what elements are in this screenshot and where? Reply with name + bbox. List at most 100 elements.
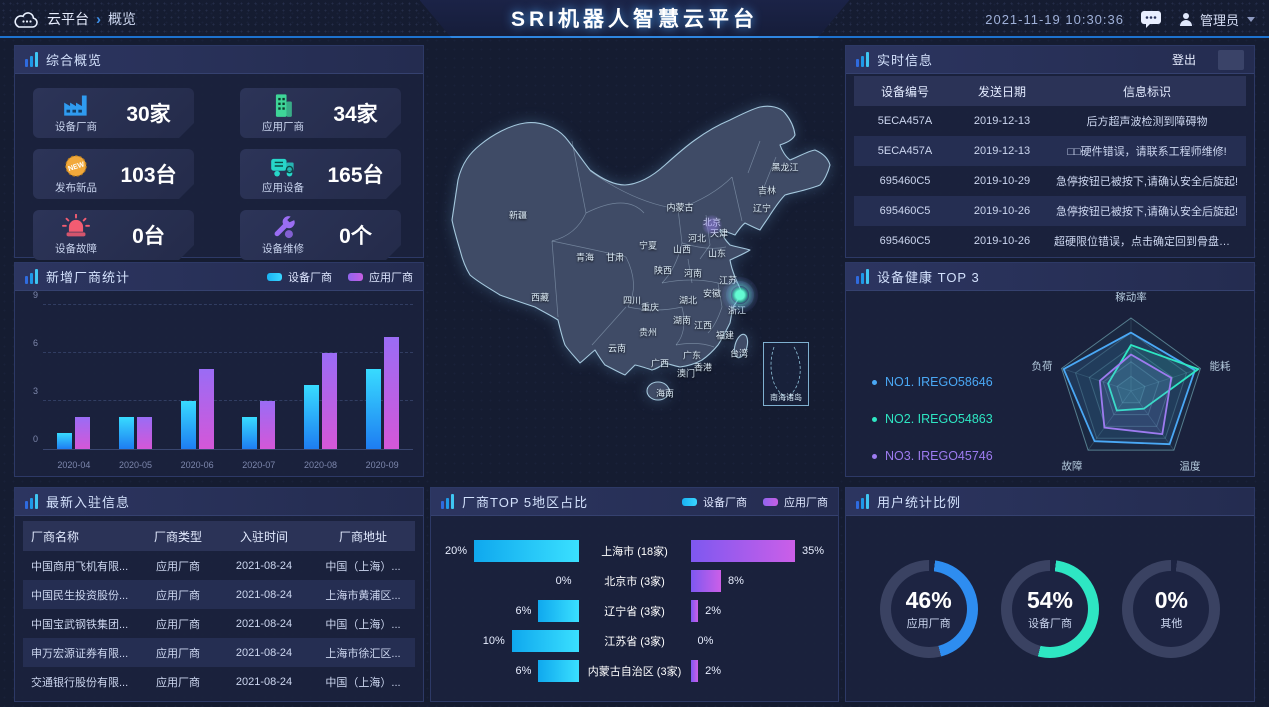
bar-groups (43, 305, 413, 449)
panel-region-top5-header: 厂商TOP 5地区占比 设备厂商 应用厂商 (431, 488, 838, 516)
header-action-box[interactable] (1218, 49, 1244, 70)
user-menu[interactable]: 管理员 (1178, 10, 1255, 29)
table-row: 申万宏源证券有限... 应用厂商 2021-08-24 上海市徐汇区... (23, 638, 415, 667)
panel-vendor-chart-title: 新增厂商统计 (46, 270, 131, 285)
datetime-display: 2021-11-19 10:30:36 (985, 11, 1124, 27)
left-bar-cell: 0% (445, 570, 579, 592)
table-row: 695460C5 2019-10-26 超硬限位错误，点击确定回到骨盘高度! (854, 226, 1246, 256)
bar-应用厂商[interactable] (136, 417, 152, 449)
bar-设备厂商[interactable] (538, 600, 579, 622)
right-value-label: 2% (705, 665, 722, 677)
overview-stats: 设备厂商 30家 应用厂商 34家 NEW 发布新品 103台 应用设备 165台 设备故障 0台设… (15, 74, 423, 257)
bar-应用厂商[interactable] (321, 353, 337, 449)
table-row: 5ECA457A 2019-12-13 后方超声波检测到障碍物 (854, 106, 1246, 136)
legend-item-app-vendor[interactable]: 应用厂商 (763, 494, 828, 510)
region-top5-legend: 设备厂商 应用厂商 (682, 494, 828, 510)
legend-item-device-vendor[interactable]: 设备厂商 (682, 494, 747, 510)
table-cell: 中国（上海）... (325, 676, 401, 689)
left-value-label: 20% (445, 545, 468, 557)
bar-设备厂商[interactable] (303, 385, 319, 449)
radar-legend-label: NO2. IREGO54863 (885, 412, 993, 426)
radar-legend-item[interactable]: NO3. IREGO45746 (872, 449, 993, 463)
donut-设备厂商: 54% 设备厂商 (1000, 559, 1099, 658)
x-axis-label: 2020-09 (365, 460, 399, 470)
legend-swatch (267, 272, 282, 281)
page-title: SRI机器人智慧云平台 (510, 8, 758, 31)
panel-device-health-header: 设备健康 TOP 3 (846, 263, 1254, 291)
table-cell: 超硬限位错误，点击确定回到骨盘高度! (1054, 236, 1245, 248)
region-label: 北京市 (3家) (604, 576, 665, 588)
bar-应用厂商[interactable] (690, 660, 699, 682)
bar-group (242, 305, 276, 449)
table-cell: 应用厂商 (156, 589, 200, 602)
stat-card[interactable]: 应用厂商 34家 (240, 88, 401, 138)
user-name: 管理员 (1199, 12, 1239, 28)
bar-设备厂商[interactable] (180, 401, 196, 449)
stat-card[interactable]: 设备维修 0个 (240, 210, 401, 260)
stat-card[interactable]: 设备故障 0台 (33, 210, 194, 260)
right-value-label: 2% (705, 605, 722, 617)
table-cell: 695460C5 (879, 235, 931, 247)
table-cell: 2021-08-24 (235, 646, 293, 659)
bar-应用厂商[interactable] (383, 337, 399, 449)
left-value-label: 6% (515, 665, 532, 677)
breadcrumb-page[interactable]: 概览 (108, 11, 136, 27)
bar-应用厂商[interactable] (198, 369, 214, 449)
stat-label: 设备维修 (262, 243, 304, 255)
radar-legend-item[interactable]: NO2. IREGO54863 (872, 412, 993, 426)
panel-bars-icon (25, 269, 38, 284)
stat-value: 0个 (339, 225, 372, 248)
bar-设备厂商[interactable] (242, 417, 258, 449)
map-marker-shanghai[interactable] (731, 286, 749, 304)
breadcrumb-app[interactable]: 云平台 (47, 11, 89, 27)
stat-card[interactable]: NEW 发布新品 103台 (33, 149, 194, 199)
panel-user-ratio: 用户统计比例 46% 应用厂商 54% 设备厂商 0% 其他 (845, 487, 1255, 702)
left-bar-cell: 10% (445, 630, 579, 652)
bar-应用厂商[interactable] (690, 570, 721, 592)
bar-应用厂商[interactable] (260, 401, 276, 449)
bar-应用厂商[interactable] (690, 540, 795, 562)
right-value-label: 35% (801, 545, 824, 557)
china-map[interactable]: 新疆西藏青海甘肃宁夏内蒙古黑龙江吉林辽宁北京天津河北山西山东陕西河南江苏安徽湖北… (430, 45, 839, 483)
vendor-chart-legend: 设备厂商 应用厂商 (267, 269, 413, 285)
bar-设备厂商[interactable] (57, 433, 73, 449)
bar-设备厂商[interactable] (538, 660, 579, 682)
bar-应用厂商[interactable] (75, 417, 91, 449)
messages-button[interactable] (1140, 10, 1162, 28)
donut-label: 应用厂商 (906, 617, 951, 630)
x-axis-label: 2020-05 (118, 460, 152, 470)
table-cell: 2021-08-24 (235, 617, 293, 630)
stat-value: 165台 (327, 164, 384, 187)
radar-axis-label: 稼动率 (1115, 291, 1147, 304)
vendor-bar-plot: 0 3 6 9 (33, 290, 413, 450)
cloud-logo-icon (14, 10, 38, 28)
bar-应用厂商[interactable] (690, 600, 699, 622)
bar-设备厂商[interactable] (511, 630, 579, 652)
stat-left: 应用厂商 (250, 92, 316, 134)
table-cell: 2019-10-26 (973, 235, 1031, 247)
legend-item-device-vendor[interactable]: 设备厂商 (267, 269, 332, 285)
table-row: 中国宝武钢铁集团... 应用厂商 2021-08-24 中国（上海）... (23, 609, 415, 638)
bar-设备厂商[interactable] (474, 540, 579, 562)
region-label: 内蒙古自治区 (3家) (587, 666, 682, 678)
donut-hole: 0% 其他 (1133, 570, 1210, 647)
building-icon (268, 92, 298, 118)
table-header-row: 设备编号 发送日期 信息标识 (854, 76, 1246, 106)
y-axis-tick: 9 (32, 290, 38, 300)
table-cell: 急停按钮已被按下,请确认安全后旋起! (1055, 176, 1239, 188)
stat-value: 34家 (333, 103, 378, 126)
table-cell: 申万宏源证券有限... (31, 647, 129, 660)
stat-card[interactable]: 应用设备 165台 (240, 149, 401, 199)
radar-legend-item[interactable]: NO1. IREGO58646 (872, 375, 993, 389)
table-cell: 交通银行股份有限... (31, 676, 129, 689)
column-header: 入驻时间 (239, 529, 288, 544)
y-axis-tick: 0 (32, 434, 38, 444)
bar-设备厂商[interactable] (118, 417, 134, 449)
donut-其他: 0% 其他 (1122, 559, 1221, 658)
logout-button[interactable]: 登出 (1171, 53, 1196, 67)
stat-card[interactable]: 设备厂商 30家 (33, 88, 194, 138)
panel-realtime-info: 实时信息 登出 设备编号 发送日期 信息标识 5ECA457A 2019-12-13 后方… (845, 45, 1255, 258)
donut-label: 其他 (1160, 617, 1183, 630)
legend-item-app-vendor[interactable]: 应用厂商 (348, 269, 413, 285)
bar-设备厂商[interactable] (365, 369, 381, 449)
